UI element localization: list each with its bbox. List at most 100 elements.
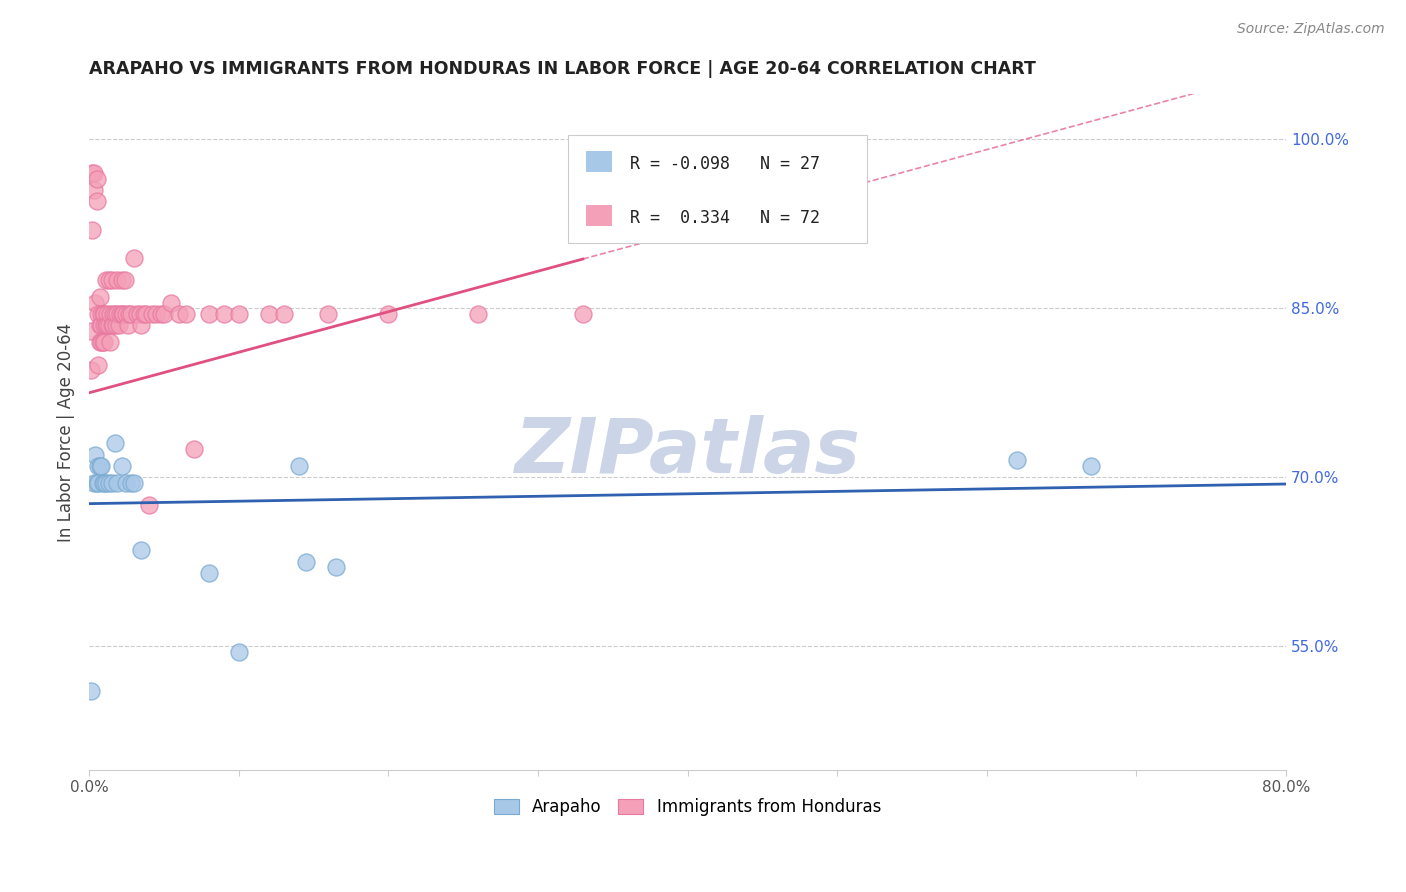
Point	[87, 358, 110, 372]
Point	[86, 172, 108, 186]
Point	[98, 335, 121, 350]
Point	[571, 307, 593, 321]
Point	[325, 560, 347, 574]
Point	[118, 307, 141, 321]
Point	[149, 307, 172, 321]
Point	[89, 458, 111, 473]
Point	[84, 448, 107, 462]
Point	[97, 475, 120, 490]
Text: R =  0.334   N = 72: R = 0.334 N = 72	[630, 209, 820, 227]
Point	[86, 194, 108, 209]
Point	[96, 318, 118, 333]
Point	[93, 318, 115, 333]
Point	[287, 458, 309, 473]
Point	[91, 335, 114, 350]
Point	[94, 475, 117, 490]
Point	[141, 307, 163, 321]
Point	[257, 307, 280, 321]
Point	[83, 475, 105, 490]
Point	[1080, 458, 1102, 473]
Point	[107, 307, 129, 321]
Point	[120, 307, 142, 321]
Point	[138, 499, 160, 513]
Point	[134, 307, 156, 321]
Point	[111, 307, 134, 321]
Point	[111, 458, 134, 473]
Point	[93, 475, 115, 490]
Point	[125, 307, 148, 321]
Point	[115, 475, 138, 490]
Point	[273, 307, 295, 321]
Point	[122, 475, 145, 490]
Point	[93, 335, 115, 350]
Point	[84, 295, 107, 310]
Point	[122, 251, 145, 265]
Point	[90, 318, 112, 333]
Point	[86, 475, 108, 490]
Point	[90, 307, 112, 321]
Point	[145, 307, 167, 321]
Point	[89, 318, 111, 333]
Point	[318, 307, 340, 321]
Point	[115, 307, 138, 321]
Point	[108, 318, 131, 333]
Point	[103, 436, 125, 450]
Text: ARAPAHO VS IMMIGRANTS FROM HONDURAS IN LABOR FORCE | AGE 20-64 CORRELATION CHART: ARAPAHO VS IMMIGRANTS FROM HONDURAS IN L…	[89, 60, 1036, 78]
Point	[91, 307, 114, 321]
Point	[89, 290, 111, 304]
Point	[114, 273, 136, 287]
Point	[98, 307, 121, 321]
Point	[107, 273, 129, 287]
Point	[160, 295, 183, 310]
Point	[131, 543, 153, 558]
Point	[117, 318, 139, 333]
Point	[87, 475, 110, 490]
Point	[79, 324, 101, 338]
Point	[93, 307, 115, 321]
Point	[228, 307, 250, 321]
Point	[87, 458, 110, 473]
Point	[107, 475, 129, 490]
Point	[112, 307, 135, 321]
Point	[90, 335, 112, 350]
Point	[197, 566, 219, 580]
Point	[101, 318, 124, 333]
Point	[135, 307, 157, 321]
Point	[167, 307, 190, 321]
Point	[87, 307, 110, 321]
Point	[89, 335, 111, 350]
Point	[377, 307, 399, 321]
Text: ZIPatlas: ZIPatlas	[515, 416, 860, 490]
Text: R = -0.098   N = 27: R = -0.098 N = 27	[630, 155, 820, 173]
Point	[94, 273, 117, 287]
Point	[97, 318, 120, 333]
Point	[100, 475, 122, 490]
Point	[467, 307, 489, 321]
Point	[1005, 453, 1028, 467]
Point	[79, 363, 101, 377]
Point	[105, 318, 128, 333]
Point	[83, 183, 105, 197]
Point	[120, 475, 142, 490]
Point	[80, 222, 103, 236]
Point	[183, 442, 205, 456]
Point	[83, 166, 105, 180]
Point	[101, 307, 124, 321]
Y-axis label: In Labor Force | Age 20-64: In Labor Force | Age 20-64	[58, 323, 75, 541]
Point	[90, 458, 112, 473]
Legend: Arapaho, Immigrants from Honduras: Arapaho, Immigrants from Honduras	[488, 791, 887, 822]
Point	[212, 307, 235, 321]
Point	[153, 307, 176, 321]
Point	[97, 273, 120, 287]
Point	[100, 318, 122, 333]
Point	[131, 318, 153, 333]
Point	[91, 475, 114, 490]
Point	[129, 307, 152, 321]
FancyBboxPatch shape	[568, 135, 868, 243]
Point	[197, 307, 219, 321]
Point	[228, 645, 250, 659]
Point	[176, 307, 198, 321]
Point	[295, 555, 318, 569]
Point	[80, 166, 103, 180]
Point	[79, 684, 101, 698]
